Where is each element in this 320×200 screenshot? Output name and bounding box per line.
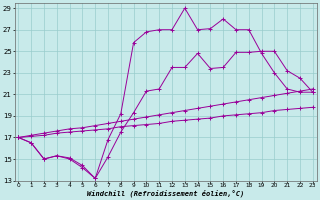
X-axis label: Windchill (Refroidissement éolien,°C): Windchill (Refroidissement éolien,°C) — [87, 190, 244, 197]
